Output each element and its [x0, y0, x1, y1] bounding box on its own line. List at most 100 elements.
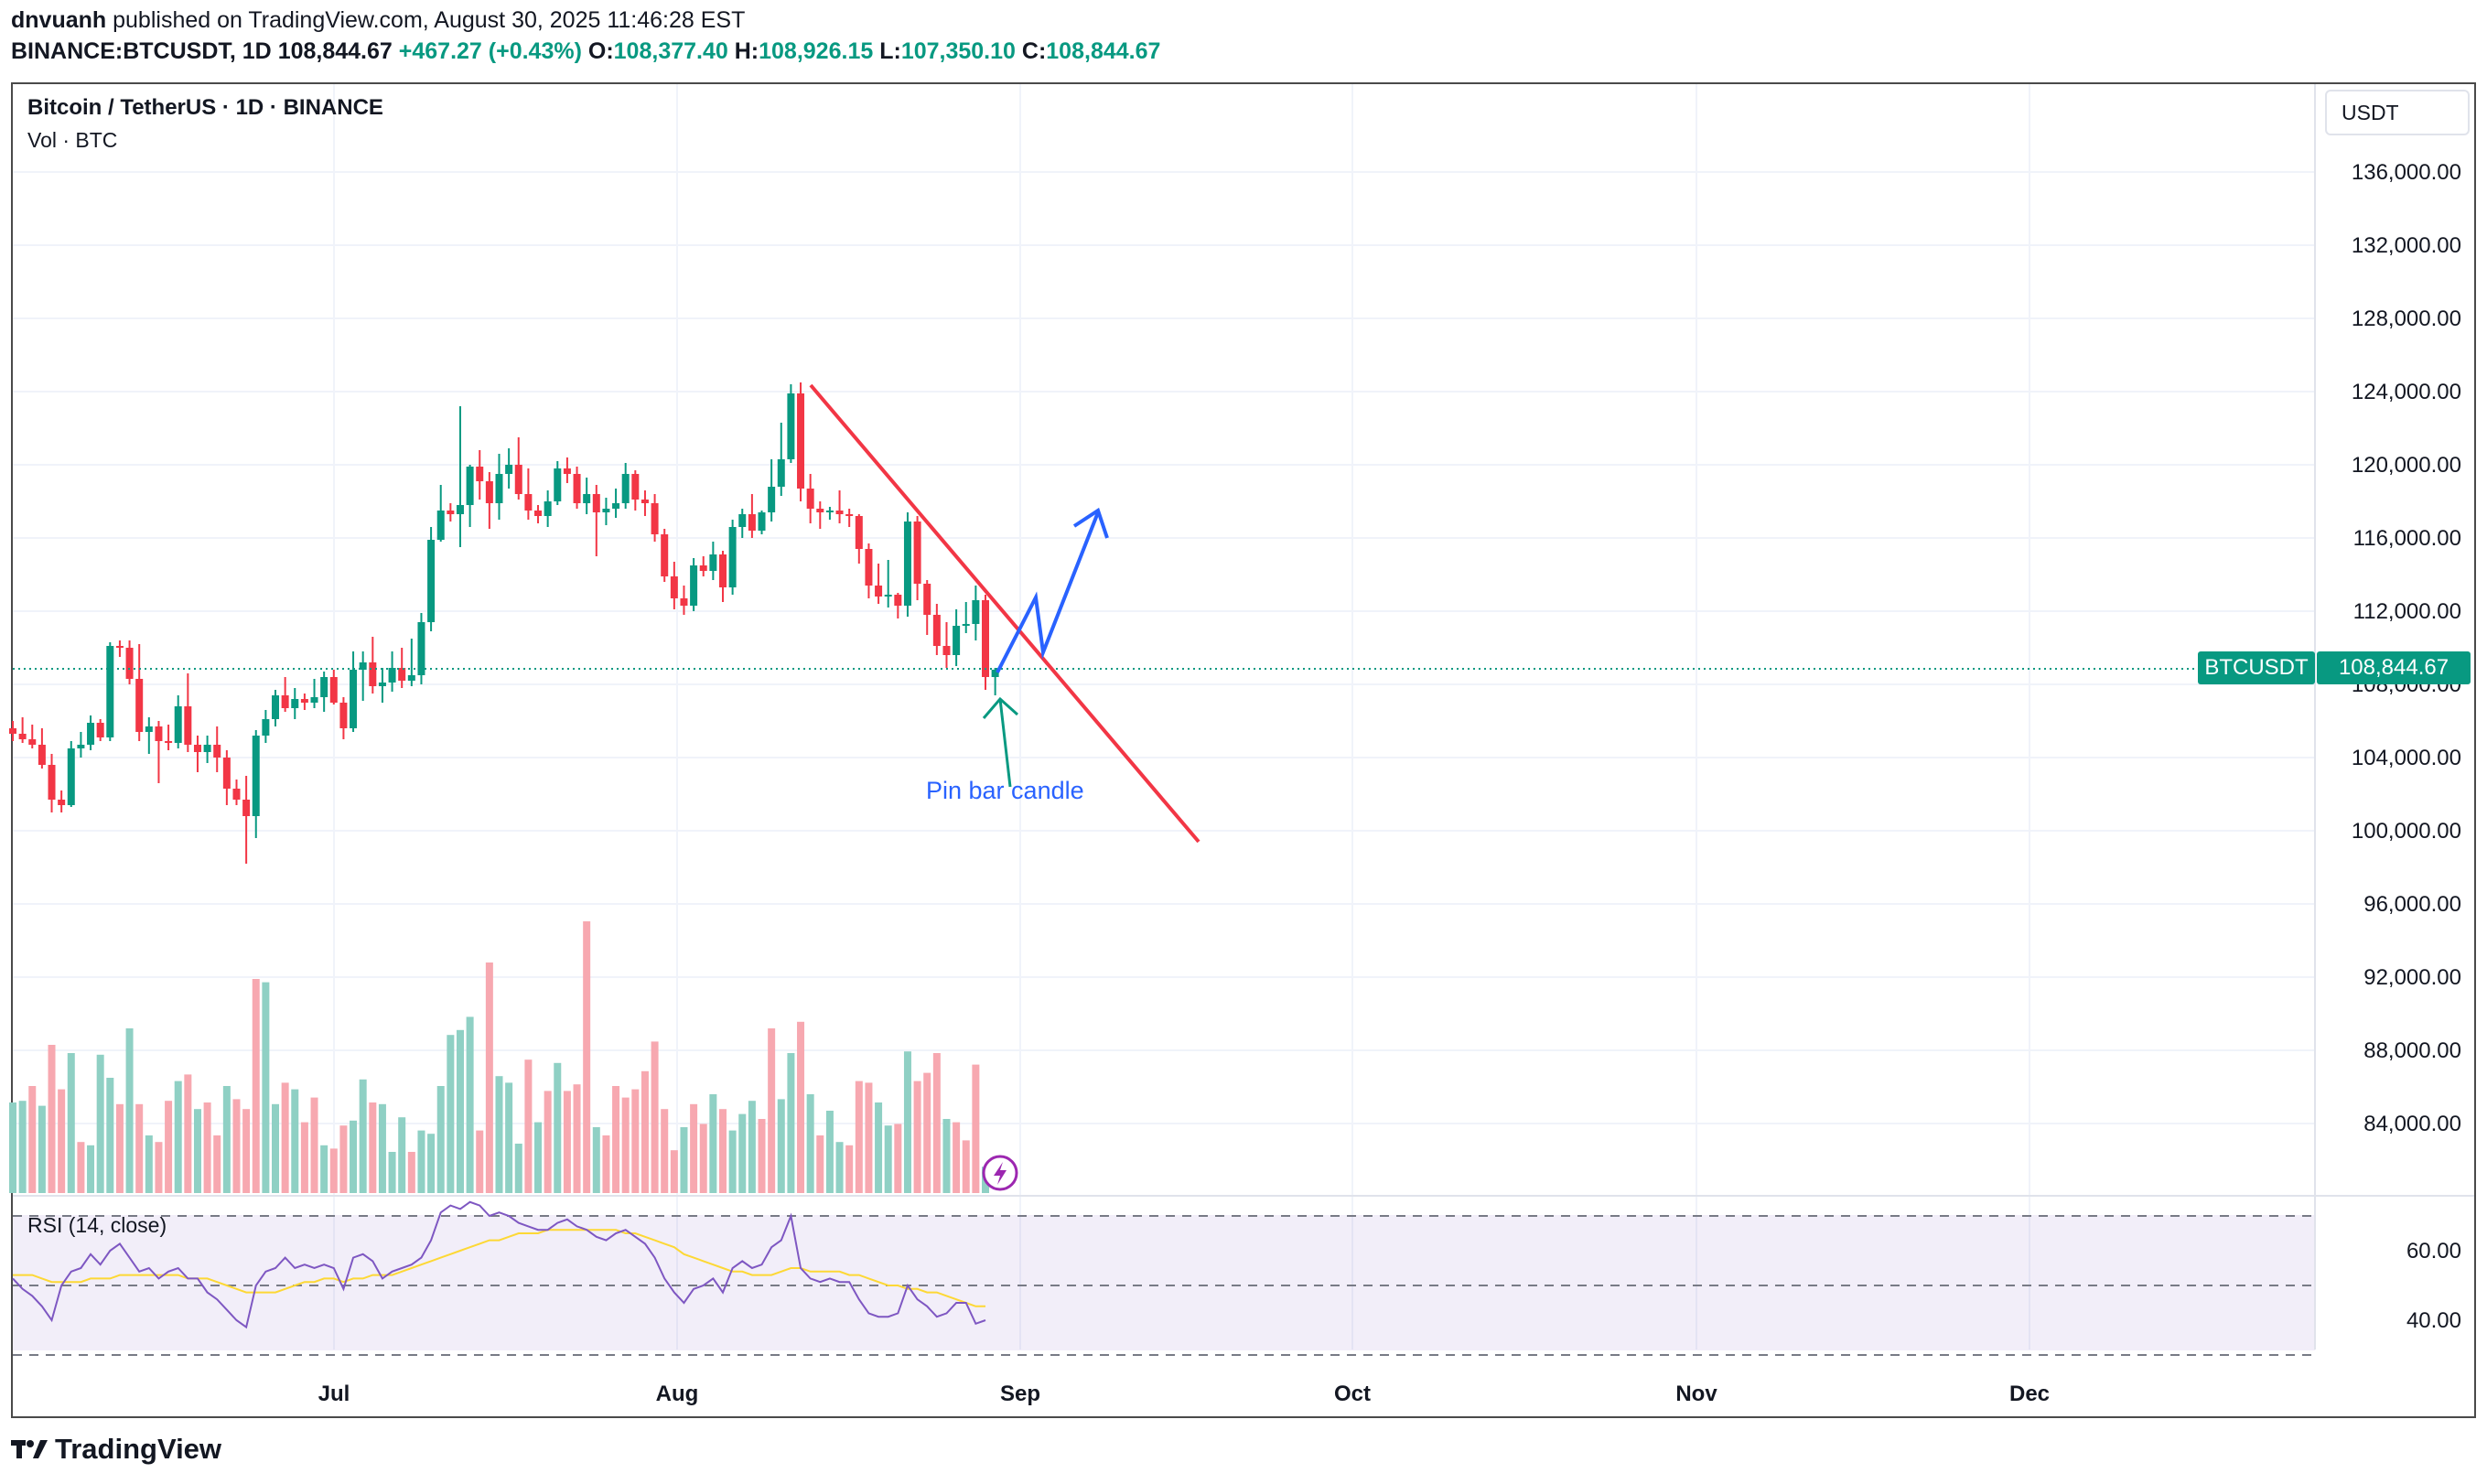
candle-body: [894, 595, 902, 606]
tradingview-logo-icon: [11, 1436, 48, 1462]
candle-body: [534, 511, 543, 516]
volume-bar: [213, 1135, 221, 1193]
volume-bar: [193, 1109, 201, 1193]
price-tick-label: 124,000.00: [2352, 380, 2461, 404]
volume-bar: [563, 1091, 571, 1193]
candle-body: [213, 745, 221, 758]
candle-body: [651, 503, 659, 534]
volume-bars: [9, 921, 989, 1193]
candle-body: [155, 726, 163, 741]
volume-bar: [456, 1029, 464, 1193]
time-tick-label: Sep: [1000, 1382, 1040, 1406]
time-tick-label: Nov: [1675, 1382, 1717, 1406]
rsi-legend[interactable]: RSI (14, close): [27, 1213, 167, 1237]
volume-bar: [87, 1145, 95, 1193]
chart-title[interactable]: Bitcoin / TetherUS · 1D · BINANCE: [27, 95, 383, 120]
volume-legend[interactable]: Vol · BTC: [27, 128, 118, 152]
volume-bar: [77, 1142, 85, 1193]
volume-bar: [398, 1117, 406, 1193]
candle-body: [670, 576, 678, 598]
price-tick-label: 112,000.00: [2353, 599, 2461, 624]
volume-bar: [135, 1103, 144, 1193]
candle-body: [768, 487, 776, 512]
candle-body: [369, 662, 377, 686]
candle-body: [709, 554, 717, 571]
pin-bar-label: Pin bar candle: [926, 777, 1084, 804]
volume-bar: [476, 1130, 484, 1193]
volume-bar: [300, 1122, 308, 1193]
currency-button[interactable]: USDT: [2325, 90, 2470, 135]
volume-bar: [544, 1091, 552, 1193]
candle-body: [690, 565, 698, 606]
volume-bar: [825, 1111, 834, 1193]
candle-body: [855, 516, 863, 549]
volume-bar: [407, 1152, 415, 1193]
volume-bar: [661, 1109, 669, 1193]
price-tick-label: 88,000.00: [2363, 1038, 2461, 1063]
price-tick-label: 136,000.00: [2352, 160, 2461, 185]
pin-bar-arrow-shaft: [998, 698, 1012, 788]
volume-bar: [709, 1094, 717, 1193]
candle-body: [524, 494, 533, 511]
candle-body: [184, 706, 192, 745]
price-tick-label: 96,000.00: [2363, 892, 2461, 917]
candle-body: [456, 505, 464, 514]
candle-body: [972, 600, 980, 624]
volume-bar: [9, 1102, 16, 1193]
volume-bar: [768, 1028, 776, 1193]
volume-bar: [554, 1062, 562, 1193]
candles: [9, 382, 999, 864]
volume-bar: [350, 1120, 358, 1193]
candle-body: [417, 622, 425, 675]
brand-footer[interactable]: TradingView: [11, 1433, 221, 1466]
candle-body: [787, 393, 795, 459]
candle-body: [777, 459, 785, 487]
volume-bar: [670, 1150, 678, 1193]
volume-bar: [252, 979, 260, 1193]
candle-body: [612, 503, 620, 509]
volume-bar: [602, 1135, 610, 1193]
volume-bar: [913, 1081, 921, 1193]
candle-body: [232, 789, 241, 800]
author[interactable]: dnvuanh: [11, 7, 107, 33]
volume-bar: [281, 1082, 289, 1193]
volume-bar: [855, 1081, 863, 1193]
candle-body: [388, 668, 396, 683]
volume-bar: [320, 1145, 328, 1193]
candle-body: [903, 522, 911, 606]
rsi-ma-line: [13, 1229, 985, 1307]
volume-bar: [923, 1072, 931, 1193]
candle-body: [300, 699, 308, 703]
candle-body: [96, 723, 104, 737]
volume-bar: [972, 1064, 980, 1193]
volume-bar: [58, 1089, 66, 1193]
candle-body: [573, 474, 581, 503]
volume-bar: [232, 1099, 241, 1193]
grid-lines: [13, 84, 2315, 1350]
volume-bar: [514, 1144, 522, 1193]
rsi-axis: 60.00 40.00: [2406, 1239, 2461, 1333]
volume-bar: [612, 1086, 620, 1193]
volume-bar: [115, 1103, 124, 1193]
volume-bar: [174, 1081, 182, 1193]
candle-body: [505, 465, 513, 474]
candle-body: [865, 549, 873, 586]
volume-bar: [718, 1109, 727, 1193]
volume-bar: [835, 1142, 844, 1193]
candle-body: [942, 646, 951, 655]
price-tick-label: 84,000.00: [2363, 1112, 2461, 1136]
candle-body: [38, 745, 46, 765]
candle-body: [262, 719, 270, 736]
volume-bar: [378, 1103, 386, 1193]
candle-body: [329, 677, 338, 703]
volume-bar: [272, 1103, 280, 1193]
rsi-band: [13, 1215, 2315, 1350]
candle-body: [9, 728, 16, 734]
candle-body: [485, 481, 493, 503]
price-tick-label: 92,000.00: [2363, 965, 2461, 990]
candle-body: [281, 695, 289, 708]
volume-bar: [816, 1135, 824, 1193]
volume-bar: [165, 1101, 173, 1193]
time-tick-label: Aug: [656, 1382, 699, 1406]
